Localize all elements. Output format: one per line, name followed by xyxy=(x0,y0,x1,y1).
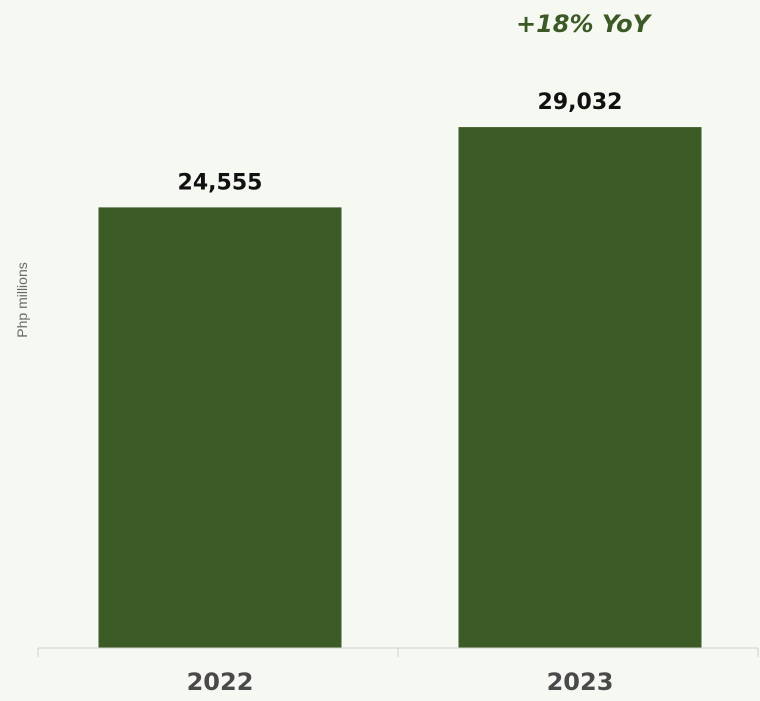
yoy-growth-annotation: +18% YoY xyxy=(516,10,653,38)
x-axis: 2022 2023 xyxy=(37,647,759,696)
x-tick-label-2023: 2023 xyxy=(547,668,614,696)
data-label-2022: 24,555 xyxy=(178,170,263,195)
bars-group: 24,555 29,032 xyxy=(98,90,702,649)
data-label-2023: 29,032 xyxy=(538,90,623,115)
bar-2022 xyxy=(98,207,342,648)
bar-2023 xyxy=(458,127,702,649)
y-axis-label: Php millions xyxy=(14,262,30,337)
x-tick-label-2022: 2022 xyxy=(187,668,254,696)
